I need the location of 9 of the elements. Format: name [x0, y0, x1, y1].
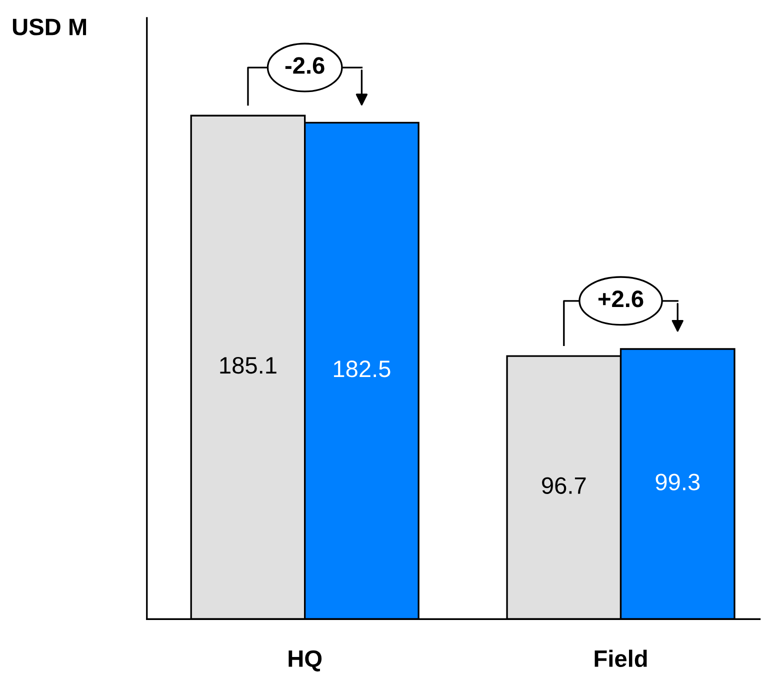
annotation: +2.6 — [598, 290, 644, 308]
annotation: -2.6 — [285, 57, 324, 74]
data-label: 99.3 — [656, 474, 700, 490]
x-tick-label: Field — [594, 650, 647, 668]
data-label: 96.7 — [542, 477, 586, 494]
data-label: 182.5 — [334, 360, 390, 378]
data-label: 185.1 — [220, 357, 276, 374]
x-tick-label: HQ — [288, 650, 322, 672]
y-axis-title: USD M — [12, 18, 86, 36]
